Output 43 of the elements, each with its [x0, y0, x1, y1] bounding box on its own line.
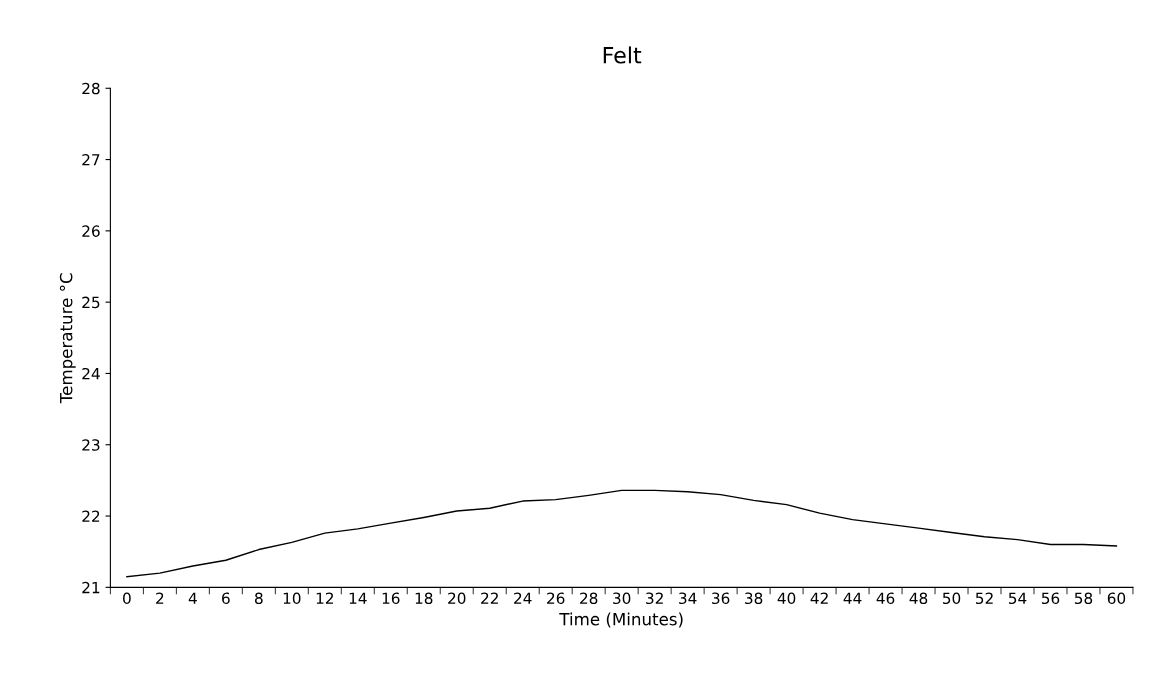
x-tick-label: 58	[1074, 592, 1093, 605]
x-axis-title: Time (Minutes)	[559, 612, 683, 628]
x-tick-label: 56	[1041, 592, 1060, 605]
y-axis-title: Temperature °C	[59, 273, 76, 404]
x-tick-label: 10	[283, 592, 301, 605]
x-tick-label: 48	[909, 592, 928, 605]
x-tick-label: 52	[975, 592, 993, 605]
x-tick-label: 14	[349, 592, 367, 604]
x-tick-label: 30	[613, 592, 631, 605]
x-tick-label: 8	[255, 592, 263, 605]
line-series	[126, 489, 1118, 578]
x-tick-label: 20	[448, 592, 466, 605]
x-tick-label: 60	[1107, 592, 1126, 605]
x-tick-label: 22	[481, 592, 498, 604]
y-tick-label: 25	[82, 296, 100, 309]
x-tick-label: 34	[679, 592, 697, 605]
x-tick-label: 38	[745, 592, 763, 605]
x-tick-label: 26	[547, 592, 565, 605]
x-tick-label: 46	[876, 592, 895, 605]
x-tick-label: 44	[843, 592, 862, 604]
x-tick-label: 32	[646, 592, 663, 605]
x-tick-label: 42	[810, 592, 828, 604]
x-tick-label: 36	[712, 592, 730, 605]
y-tick-label: 23	[82, 439, 100, 451]
x-tick-label: 40	[777, 592, 796, 605]
x-tick-label: 0	[123, 592, 131, 605]
x-tick-label: 50	[942, 592, 961, 605]
x-tick-label: 28	[580, 592, 598, 605]
y-tick-label: 24	[82, 367, 100, 380]
x-tick-label: 16	[382, 592, 400, 605]
x-tick-label: 24	[514, 592, 532, 604]
x-tick-label: 6	[222, 592, 230, 605]
x-tick-label: 54	[1008, 592, 1027, 605]
chart-title: Felt	[603, 46, 642, 64]
y-tick-label: 22	[82, 510, 100, 522]
y-tick-label: 26	[82, 225, 100, 237]
y-tick-label: 28	[82, 82, 100, 95]
y-tick-label: 27	[82, 154, 100, 166]
x-tick-label: 4	[188, 592, 197, 604]
x-tick-label: 12	[316, 592, 333, 604]
x-tick-label: 2	[156, 592, 164, 604]
y-tick-label: 21	[82, 581, 100, 594]
x-tick-label: 18	[415, 592, 433, 605]
